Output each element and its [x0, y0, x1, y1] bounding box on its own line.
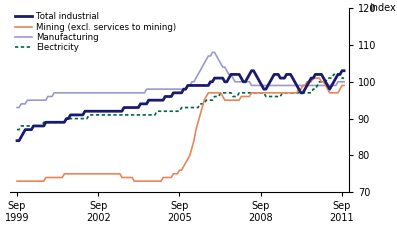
Legend: Total industrial, Mining (excl. services to mining), Manufacturing, Electricity: Total industrial, Mining (excl. services… [15, 12, 176, 52]
Y-axis label: index: index [369, 3, 396, 13]
